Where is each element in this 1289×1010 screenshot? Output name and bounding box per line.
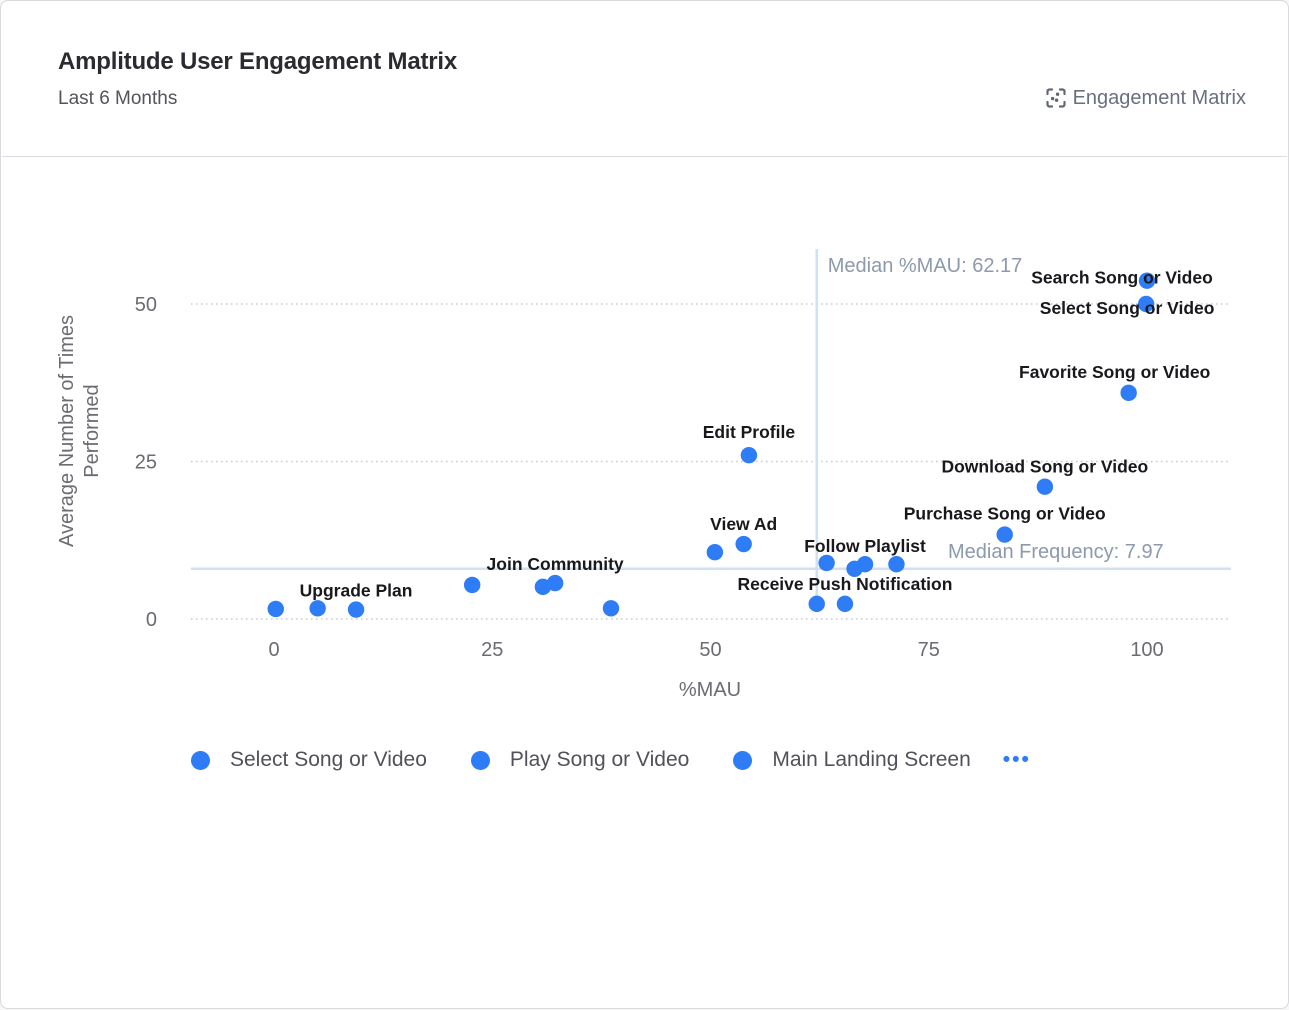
data-point-purchase-song-or-video[interactable]: [997, 526, 1013, 542]
data-point[interactable]: [464, 577, 480, 593]
point-label: Edit Profile: [703, 422, 796, 442]
x-tick-label: 0: [268, 639, 279, 661]
x-tick-label: 75: [918, 639, 940, 661]
legend-dot-icon: [471, 751, 490, 770]
point-label: Join Community: [487, 554, 624, 574]
y-tick-label: 50: [135, 294, 157, 316]
legend-overflow-button[interactable]: •••: [1003, 748, 1031, 772]
legend-item-label: Play Song or Video: [510, 748, 689, 772]
data-point-join-community[interactable]: [547, 575, 563, 591]
legend-item[interactable]: Select Song or Video: [191, 748, 427, 772]
x-axis-title: %MAU: [679, 679, 741, 701]
legend-entries: Select Song or Video Play Song or Video Ma…: [191, 748, 971, 772]
x-tick-label: 25: [481, 639, 503, 661]
legend-item-label: Select Song or Video: [230, 748, 427, 772]
data-point[interactable]: [888, 556, 904, 572]
data-point-upgrade-plan[interactable]: [348, 601, 364, 617]
x-tick-label: 100: [1130, 639, 1163, 661]
legend-dot-icon: [191, 751, 210, 770]
legend-item[interactable]: Play Song or Video: [471, 748, 689, 772]
chart-legend: Select Song or Video Play Song or Video Ma…: [191, 748, 1031, 772]
point-label: Follow Playlist: [804, 536, 926, 556]
data-point-edit-profile[interactable]: [741, 447, 757, 463]
x-tick-label: 50: [699, 639, 721, 661]
point-label: Upgrade Plan: [300, 581, 413, 601]
data-point[interactable]: [268, 601, 284, 617]
data-point-favorite-song-or-video[interactable]: [1120, 385, 1136, 401]
data-point[interactable]: [818, 555, 834, 571]
point-label: Download Song or Video: [941, 457, 1148, 477]
legend-item-label: Main Landing Screen: [772, 748, 970, 772]
point-label: Receive Push Notification: [737, 574, 952, 594]
data-point[interactable]: [707, 544, 723, 560]
point-label: Select Song or Video: [1040, 298, 1215, 318]
legend-item[interactable]: Main Landing Screen: [733, 748, 970, 772]
data-point-view-ad[interactable]: [735, 536, 751, 552]
point-label: Search Song or Video: [1031, 268, 1213, 288]
median-frequency-label: Median Frequency: 7.97: [948, 541, 1164, 563]
y-tick-label: 25: [135, 452, 157, 474]
median-mau-label: Median %MAU: 62.17: [828, 255, 1023, 277]
data-point[interactable]: [603, 600, 619, 616]
legend-dot-icon: [733, 751, 752, 770]
data-point-download-song-or-video[interactable]: [1037, 479, 1053, 495]
point-label: Favorite Song or Video: [1019, 362, 1210, 382]
data-point-follow-playlist[interactable]: [857, 556, 873, 572]
point-label: Purchase Song or Video: [904, 504, 1106, 524]
y-tick-label: 0: [146, 609, 157, 631]
data-point[interactable]: [809, 596, 825, 612]
data-point[interactable]: [309, 600, 325, 616]
data-point-receive-push-notification[interactable]: [837, 596, 853, 612]
point-label: View Ad: [710, 514, 777, 534]
